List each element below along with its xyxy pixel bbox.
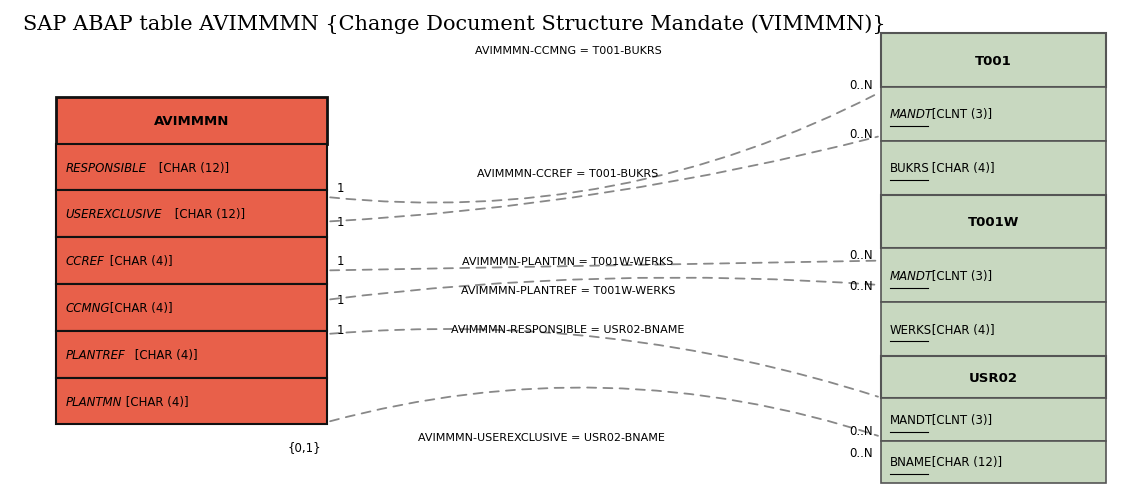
Text: [CHAR (4)]: [CHAR (4)]	[106, 255, 173, 267]
FancyBboxPatch shape	[56, 98, 327, 144]
Text: USR02: USR02	[969, 371, 1018, 384]
Text: 1: 1	[336, 323, 344, 336]
Text: PLANTMN: PLANTMN	[65, 395, 122, 407]
Text: [CLNT (3)]: [CLNT (3)]	[928, 269, 992, 282]
Text: MANDT: MANDT	[890, 108, 933, 121]
FancyBboxPatch shape	[881, 441, 1106, 483]
Text: [CLNT (3)]: [CLNT (3)]	[928, 413, 992, 426]
FancyBboxPatch shape	[56, 238, 327, 285]
Text: [CLNT (3)]: [CLNT (3)]	[928, 108, 992, 121]
Text: [CHAR (12)]: [CHAR (12)]	[928, 455, 1003, 468]
Text: [CHAR (12)]: [CHAR (12)]	[155, 161, 229, 174]
Text: 0..N: 0..N	[849, 128, 873, 141]
FancyBboxPatch shape	[56, 331, 327, 378]
Text: WERKS: WERKS	[890, 323, 931, 336]
Text: [CHAR (4)]: [CHAR (4)]	[928, 323, 995, 336]
FancyBboxPatch shape	[881, 303, 1106, 356]
Text: AVIMMMN-CCMNG = T001-BUKRS: AVIMMMN-CCMNG = T001-BUKRS	[474, 46, 662, 56]
Text: AVIMMMN: AVIMMMN	[155, 115, 229, 127]
Text: BUKRS: BUKRS	[890, 162, 929, 175]
Text: SAP ABAP table AVIMMMN {Change Document Structure Mandate (VIMMMN)}: SAP ABAP table AVIMMMN {Change Document …	[23, 15, 885, 34]
Text: PLANTREF: PLANTREF	[65, 348, 125, 361]
Text: CCMNG: CCMNG	[65, 301, 110, 314]
Text: BNAME: BNAME	[890, 455, 933, 468]
FancyBboxPatch shape	[881, 195, 1106, 249]
FancyBboxPatch shape	[881, 399, 1106, 441]
FancyBboxPatch shape	[56, 378, 327, 425]
Text: AVIMMMN-CCREF = T001-BUKRS: AVIMMMN-CCREF = T001-BUKRS	[478, 168, 658, 178]
FancyBboxPatch shape	[56, 191, 327, 238]
Text: AVIMMMN-RESPONSIBLE = USR02-BNAME: AVIMMMN-RESPONSIBLE = USR02-BNAME	[452, 325, 684, 334]
Text: USEREXCLUSIVE: USEREXCLUSIVE	[65, 208, 161, 221]
FancyBboxPatch shape	[881, 249, 1106, 303]
Text: MANDT: MANDT	[890, 413, 933, 426]
Text: [CHAR (12)]: [CHAR (12)]	[172, 208, 245, 221]
Text: CCREF: CCREF	[65, 255, 104, 267]
Text: AVIMMMN-PLANTREF = T001W-WERKS: AVIMMMN-PLANTREF = T001W-WERKS	[461, 285, 675, 295]
Text: 0..N: 0..N	[849, 279, 873, 292]
Text: 0..N: 0..N	[849, 248, 873, 261]
FancyBboxPatch shape	[56, 144, 327, 191]
Text: 0..N: 0..N	[849, 446, 873, 459]
Text: 1: 1	[336, 182, 344, 194]
Text: 1: 1	[336, 255, 344, 267]
FancyBboxPatch shape	[881, 88, 1106, 142]
FancyBboxPatch shape	[56, 285, 327, 331]
Text: [CHAR (4)]: [CHAR (4)]	[928, 162, 995, 175]
Text: RESPONSIBLE: RESPONSIBLE	[65, 161, 147, 174]
Text: [CHAR (4)]: [CHAR (4)]	[106, 301, 173, 314]
Text: [CHAR (4)]: [CHAR (4)]	[122, 395, 189, 407]
Text: [CHAR (4)]: [CHAR (4)]	[131, 348, 198, 361]
Text: 1: 1	[336, 216, 344, 228]
FancyBboxPatch shape	[881, 356, 1106, 399]
Text: 0..N: 0..N	[849, 424, 873, 437]
Text: T001: T001	[975, 55, 1012, 67]
Text: AVIMMMN-PLANTMN = T001W-WERKS: AVIMMMN-PLANTMN = T001W-WERKS	[462, 256, 674, 266]
Text: 1: 1	[336, 294, 344, 306]
Text: {0,1}: {0,1}	[288, 440, 322, 453]
Text: AVIMMMN-USEREXCLUSIVE = USR02-BNAME: AVIMMMN-USEREXCLUSIVE = USR02-BNAME	[419, 432, 665, 442]
Text: MANDT: MANDT	[890, 269, 933, 282]
Text: 0..N: 0..N	[849, 79, 873, 92]
Text: T001W: T001W	[968, 216, 1019, 228]
FancyBboxPatch shape	[881, 34, 1106, 88]
FancyBboxPatch shape	[881, 142, 1106, 195]
